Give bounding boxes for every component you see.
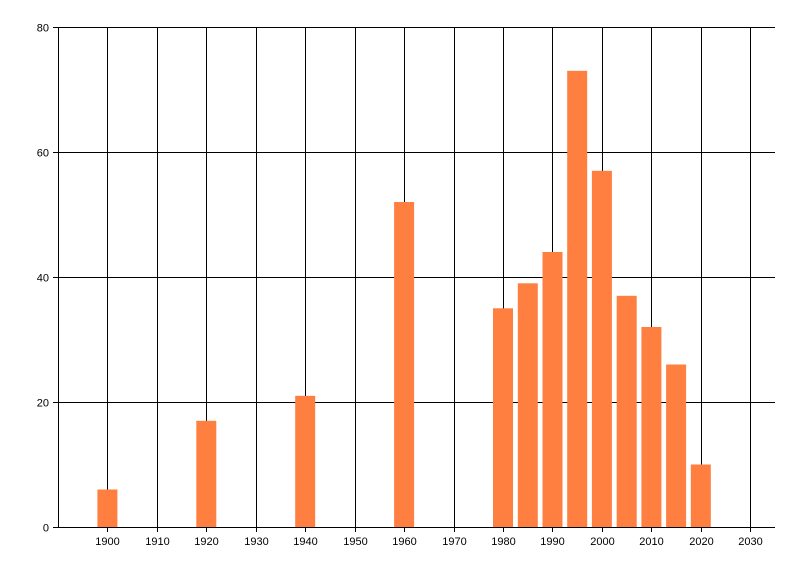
x-tick-label: 1920 bbox=[194, 536, 218, 548]
bar bbox=[690, 464, 711, 527]
x-tick-label: 1990 bbox=[540, 536, 564, 548]
bar bbox=[591, 170, 612, 528]
x-tick-label: 1910 bbox=[145, 536, 169, 548]
bar bbox=[517, 283, 538, 528]
x-tick-label: 2010 bbox=[639, 536, 663, 548]
bar bbox=[97, 489, 118, 527]
bars bbox=[97, 70, 711, 528]
x-tick-label: 1930 bbox=[244, 536, 268, 548]
bar bbox=[295, 395, 316, 528]
axes bbox=[58, 27, 775, 528]
x-tick-label: 1950 bbox=[343, 536, 367, 548]
x-tick-label: 1970 bbox=[442, 536, 466, 548]
bar bbox=[196, 420, 217, 528]
x-tick-label: 1980 bbox=[491, 536, 515, 548]
y-tick-label: 60 bbox=[37, 148, 49, 160]
x-tick-label: 1940 bbox=[293, 536, 317, 548]
y-tick-label: 0 bbox=[43, 523, 49, 535]
y-tick-label: 40 bbox=[37, 273, 49, 285]
x-tick-label: 1900 bbox=[95, 536, 119, 548]
bar bbox=[567, 70, 588, 528]
x-tick-label: 2030 bbox=[738, 536, 762, 548]
bar bbox=[666, 364, 687, 527]
x-axis-ticks: 1900 1910 1920 1930 1940 1950 1960 1970 1980 1990… bbox=[95, 527, 763, 548]
x-tick-label: 2020 bbox=[689, 536, 713, 548]
x-tick-label: 2000 bbox=[590, 536, 614, 548]
bar bbox=[493, 308, 513, 528]
bar bbox=[542, 252, 563, 527]
bar bbox=[616, 295, 637, 528]
y-tick-label: 20 bbox=[37, 398, 49, 410]
y-axis-ticks: 0 20 40 60 80 bbox=[37, 23, 58, 535]
bar bbox=[394, 202, 415, 527]
x-tick-label: 1960 bbox=[392, 536, 416, 548]
bar bbox=[641, 327, 662, 527]
y-tick-label: 80 bbox=[37, 23, 49, 35]
